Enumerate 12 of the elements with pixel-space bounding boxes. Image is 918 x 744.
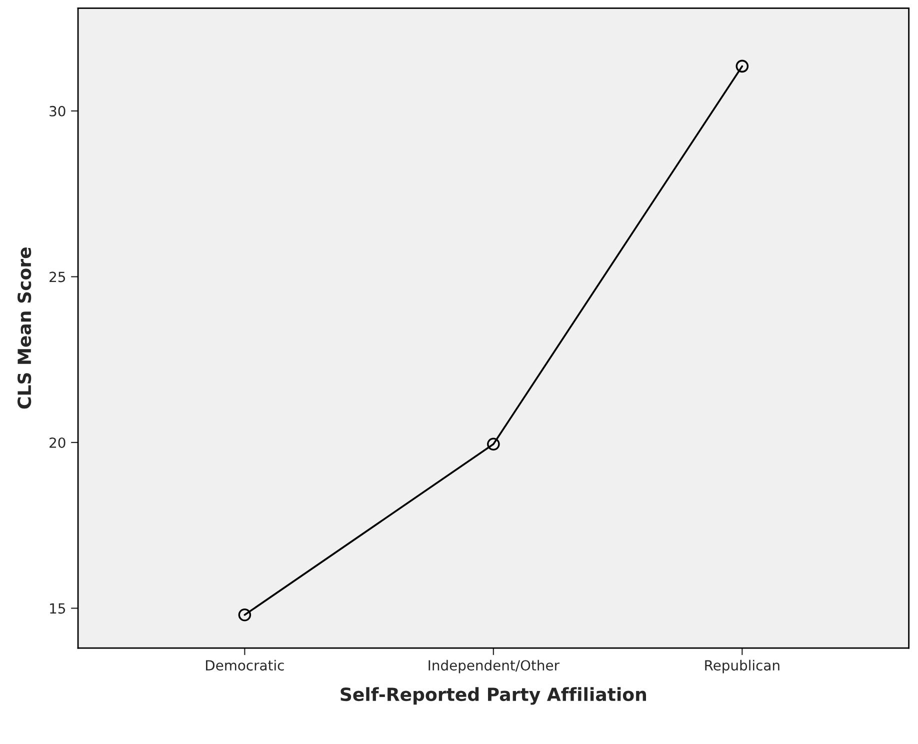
- x-tick-label: Independent/Other: [428, 660, 560, 674]
- point: [238, 608, 252, 622]
- point: [736, 60, 749, 73]
- y-tick-label: 25: [50, 272, 66, 282]
- x-tick-label: Republican: [705, 660, 780, 674]
- y-axis-title: CLS Mean Score: [18, 248, 32, 409]
- y-tick-label: 30: [50, 106, 66, 116]
- x-axis-title: Self-Reported Party Affiliation: [340, 687, 646, 705]
- y-tick-label: 20: [50, 437, 66, 448]
- y-tick-label: 15: [50, 603, 66, 614]
- point: [487, 438, 500, 451]
- x-tick-label: Democratic: [206, 660, 284, 671]
